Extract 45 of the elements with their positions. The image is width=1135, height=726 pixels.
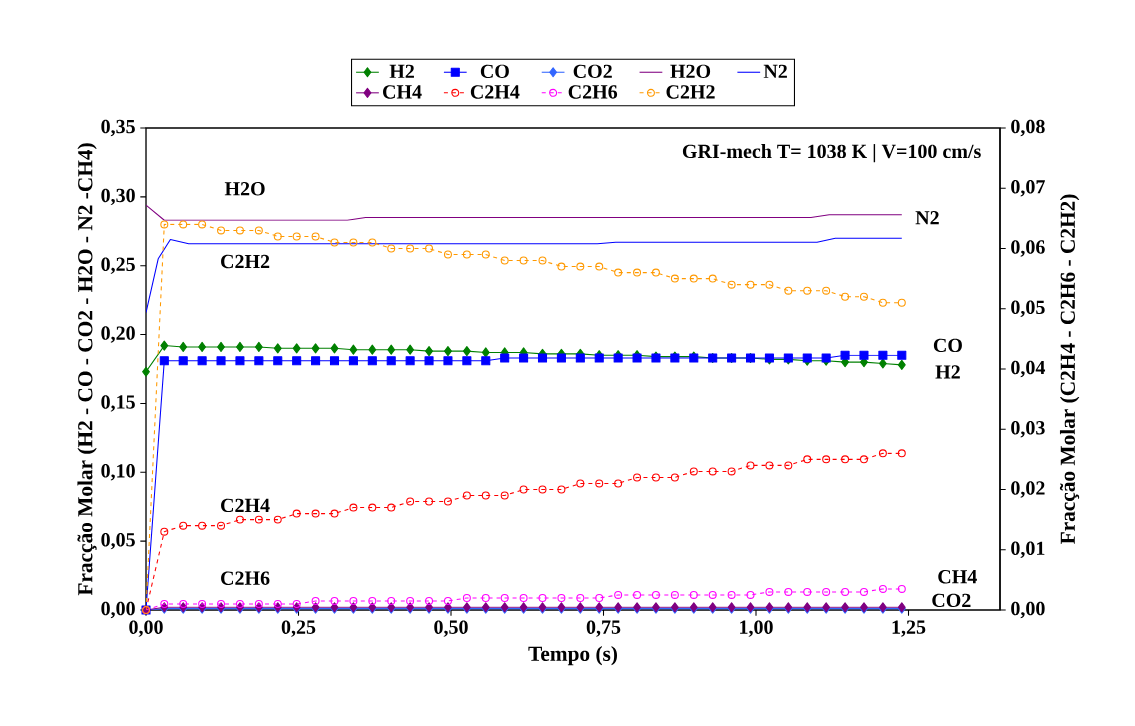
y-tick-label: 0,30 xyxy=(101,188,135,206)
y-tick-label: 0,25 xyxy=(101,257,135,274)
legend-label: H2O xyxy=(670,64,711,79)
y2-tick-label: 0,03 xyxy=(1011,421,1045,438)
legend-label: N2 xyxy=(763,64,787,78)
legend-label: CO2 xyxy=(573,64,612,79)
annotation: CO2 xyxy=(932,593,971,608)
y2-tick-label: 0,00 xyxy=(1011,601,1045,619)
annotation: C2H6 xyxy=(221,571,270,585)
legend-label: C2H6 xyxy=(568,85,618,99)
y-tick-label: 0,10 xyxy=(101,464,135,481)
legend-label: C2H4 xyxy=(470,85,520,99)
y2-tick-label: 0,05 xyxy=(1011,300,1045,317)
x-tick-label: 1,00 xyxy=(740,620,773,637)
y2-tick-label: 0,08 xyxy=(1011,119,1045,137)
y2-tick-label: 0,01 xyxy=(1011,541,1045,558)
y2-tick-label: 0,04 xyxy=(1011,360,1046,378)
annotation: GRI-mech T= 1038 K | V=100 cm/s xyxy=(682,144,981,163)
annotation: C2H2 xyxy=(221,254,270,269)
y-axis-title: Fracção Molar (H2 - CO - CO2 - H2O - N2 -CH4) xyxy=(77,143,97,596)
legend-label: H2 xyxy=(389,64,414,78)
annotation: H2O xyxy=(224,182,265,196)
legend-label: CH4 xyxy=(383,85,422,99)
annotation: CO xyxy=(933,338,962,353)
x-tick-label: 0,75 xyxy=(586,620,621,637)
annotation: H2 xyxy=(935,365,960,379)
legend-label: CO xyxy=(480,64,509,79)
x-tick-label: 0,00 xyxy=(129,620,163,637)
y-tick-label: 0,35 xyxy=(101,119,135,137)
y2-tick-label: 0,07 xyxy=(1011,180,1045,197)
x-axis-title: Tempo (s) xyxy=(528,645,618,666)
annotation: C2H4 xyxy=(221,498,270,513)
annotation: CH4 xyxy=(938,570,977,584)
y2-tick-label: 0,02 xyxy=(1011,481,1045,498)
annotation: N2 xyxy=(915,211,939,225)
y2-tick-label: 0,06 xyxy=(1011,240,1045,257)
y-tick-label: 0,05 xyxy=(101,532,135,550)
y-tick-label: 0,20 xyxy=(101,326,135,343)
legend-label: C2H2 xyxy=(666,85,715,99)
y2-axis-title: Fracção Molar (C2H4 - C2H6 - C2H2) xyxy=(1059,194,1080,544)
y-tick-label: 0,00 xyxy=(101,601,135,619)
x-tick-label: 0,50 xyxy=(434,620,468,637)
x-tick-label: 0,25 xyxy=(281,620,316,637)
x-tick-label: 1,25 xyxy=(892,620,926,637)
y-tick-label: 0,15 xyxy=(101,395,135,412)
